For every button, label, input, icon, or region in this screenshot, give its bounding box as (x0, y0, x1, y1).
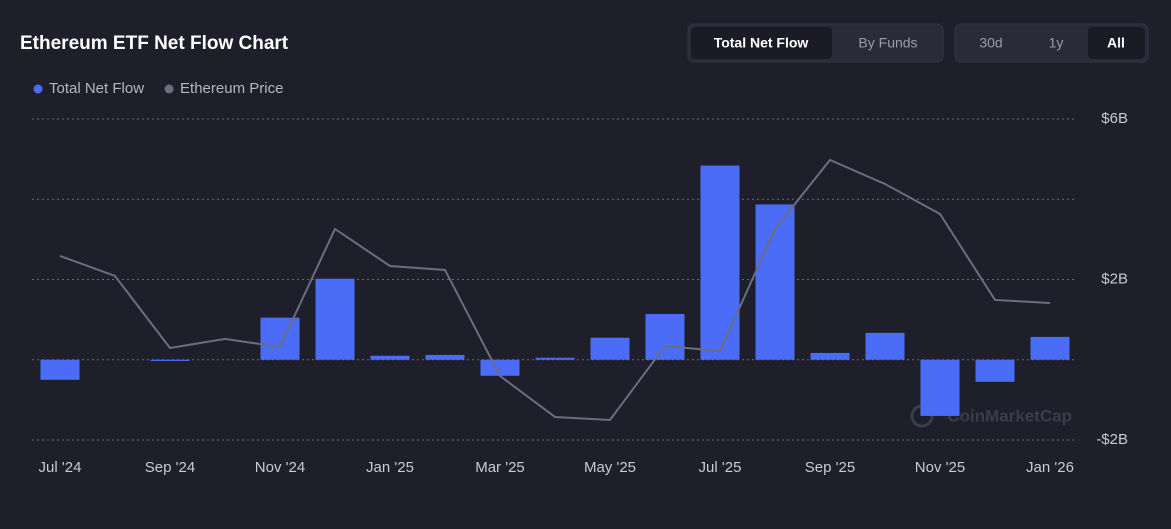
watermark: CoinMarketCap (947, 406, 1072, 425)
bar (590, 337, 630, 360)
bar (260, 317, 300, 360)
x-tick-label: May '25 (584, 459, 636, 476)
bar (535, 357, 575, 360)
bar (425, 354, 465, 360)
legend-dot (164, 84, 174, 94)
x-tick-label: Nov '25 (915, 459, 965, 476)
view-button[interactable]: By Funds (858, 35, 917, 51)
legend-label: Ethereum Price (180, 80, 283, 97)
bar (975, 359, 1015, 382)
bar (645, 314, 685, 360)
bar (480, 359, 520, 376)
bar (150, 359, 190, 361)
y-tick-label: $2B (1101, 270, 1128, 287)
range-button[interactable]: All (1107, 35, 1125, 51)
bar (370, 355, 410, 360)
bar (1030, 336, 1070, 360)
bar (40, 359, 80, 380)
x-tick-label: Nov '24 (255, 459, 305, 476)
bar (315, 278, 355, 360)
x-tick-label: Sep '24 (145, 459, 195, 476)
bar (865, 332, 905, 360)
x-tick-label: Jan '26 (1026, 459, 1074, 476)
active-button-bg (691, 27, 832, 59)
bar (920, 359, 960, 416)
chart-title: Ethereum ETF Net Flow Chart (20, 33, 289, 54)
y-tick-label: $6B (1101, 110, 1128, 127)
active-button-bg (1088, 27, 1145, 59)
x-tick-label: Jan '25 (366, 459, 414, 476)
bar (810, 352, 850, 360)
y-tick-label: -$2B (1096, 431, 1128, 448)
price-line (59, 158, 1051, 422)
x-tick-label: Mar '25 (475, 459, 525, 476)
range-button[interactable]: 30d (979, 35, 1002, 51)
legend-label: Total Net Flow (49, 80, 144, 97)
x-tick-label: Jul '24 (39, 459, 82, 476)
x-tick-label: Jul '25 (699, 459, 742, 476)
x-tick-label: Sep '25 (805, 459, 855, 476)
legend-dot (33, 84, 43, 94)
range-button[interactable]: 1y (1049, 35, 1064, 51)
bar (700, 165, 740, 360)
view-button[interactable]: Total Net Flow (714, 35, 809, 51)
